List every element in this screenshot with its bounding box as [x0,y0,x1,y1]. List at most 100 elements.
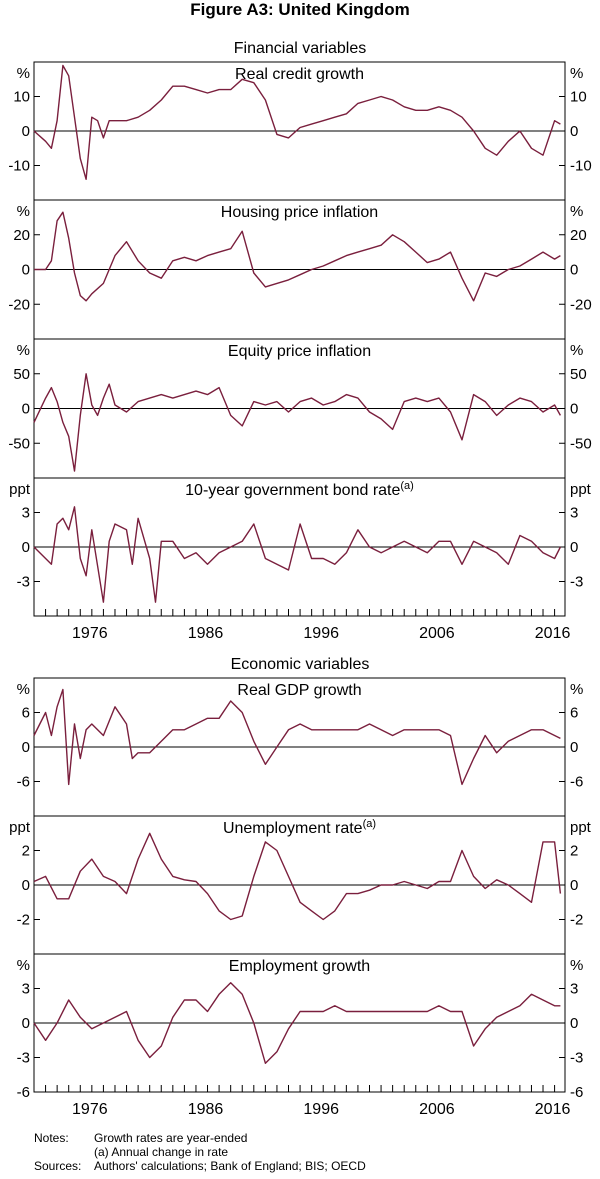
panel-title-text-3: 10-year government bond rate [185,482,400,499]
y-tick-label-left-4-1: 0 [22,739,30,756]
notes-line-2: (a) Annual change in rate [34,1145,366,1159]
unit-label-right-1: % [570,203,583,220]
y-tick-label-right-1-2: -20 [570,296,592,313]
section-title-economic: Economic variables [230,656,370,673]
unit-label-right-4: % [570,681,583,698]
y-tick-label-right-5-0: 2 [570,843,578,860]
unit-label-right-5: ppt [570,819,592,836]
y-tick-label-right-6-0: 3 [570,981,578,998]
x-tick-label-0-1: 1986 [188,625,224,642]
y-tick-label-left-0-0: 10 [13,89,30,106]
y-tick-label-left-4-2: -6 [17,774,30,791]
notes-line-1: Notes: Growth rates are year-ended [34,1131,366,1145]
y-tick-label-left-1-2: -20 [8,296,30,313]
sources-line: Sources: Authors' calculations; Bank of E… [34,1159,366,1173]
y-tick-label-right-1-1: 0 [570,262,578,279]
y-tick-label-left-0-1: 0 [22,123,30,140]
y-tick-label-left-5-0: 2 [22,843,30,860]
unit-label-left-1: % [17,203,30,220]
note-growth: Growth rates are year-ended [94,1131,248,1145]
y-tick-label-left-4-0: 6 [22,705,30,722]
series-line-2 [33,373,562,472]
notes-block: Notes: Growth rates are year-ended (a) An… [34,1131,366,1173]
panel-title-5: Unemployment rate(a) [223,818,376,837]
y-tick-label-left-5-1: 0 [22,877,30,894]
series-line-6 [33,982,561,1065]
sources-text: Authors' calculations; Bank of England; … [94,1159,366,1173]
unit-label-left-2: % [17,342,30,359]
unit-label-right-6: % [570,957,583,974]
panel-title-text-1: Housing price inflation [221,204,378,221]
panel-title-text-0: Real credit growth [235,66,364,83]
y-tick-label-left-6-0: 3 [22,981,30,998]
y-tick-label-right-3-1: 0 [570,539,578,556]
y-tick-label-right-extra-6: -6 [570,1084,583,1101]
y-tick-label-left-6-1: 0 [22,1015,30,1032]
note-annual-change: (a) Annual change in rate [94,1145,229,1159]
y-tick-label-left-5-2: -2 [17,912,30,929]
y-tick-label-right-4-1: 0 [570,739,578,756]
panel-title-4: Real GDP growth [237,682,361,699]
panel-title-footnote-5: (a) [363,818,376,830]
y-tick-label-left-0-2: -10 [8,158,30,175]
y-tick-label-left-2-1: 0 [22,401,30,418]
x-tick-label-0-0: 1976 [72,625,108,642]
y-tick-label-left-2-0: 50 [13,366,30,383]
panel-title-1: Housing price inflation [221,204,378,221]
series-line-5 [33,832,562,921]
y-tick-label-left-6-2: -3 [17,1050,30,1067]
series-line-3 [33,506,562,603]
y-tick-label-right-2-2: -50 [570,435,592,452]
sources-label: Sources: [34,1159,82,1173]
y-tick-label-right-0-0: 10 [570,89,587,106]
y-tick-label-right-3-2: -3 [570,574,583,591]
y-tick-label-right-6-2: -3 [570,1050,583,1067]
x-tick-label-0-4: 2016 [535,625,571,642]
series-line-4 [33,688,561,786]
x-tick-label-1-0: 1976 [72,1101,108,1118]
y-tick-label-left-3-0: 3 [22,505,30,522]
panel-title-text-2: Equity price inflation [228,343,371,360]
y-tick-label-right-6-1: 0 [570,1015,578,1032]
x-tick-label-1-2: 1996 [303,1101,339,1118]
series-line-0 [33,64,561,181]
unit-label-left-6: % [17,957,30,974]
panel-title-text-6: Employment growth [229,958,370,975]
y-tick-label-right-2-1: 0 [570,401,578,418]
unit-label-left-4: % [17,681,30,698]
panel-title-2: Equity price inflation [228,343,371,360]
y-tick-label-left-1-0: 20 [13,227,30,244]
unit-label-right-2: % [570,342,583,359]
y-tick-label-right-5-1: 0 [570,877,578,894]
unit-label-right-3: ppt [570,481,592,498]
panel-title-3: 10-year government bond rate(a) [185,480,414,499]
y-tick-label-left-1-1: 0 [22,262,30,279]
panel-title-6: Employment growth [229,958,370,975]
y-tick-label-right-0-1: 0 [570,123,578,140]
x-tick-label-1-1: 1986 [188,1101,224,1118]
y-tick-label-left-3-2: -3 [17,574,30,591]
x-tick-label-1-4: 2016 [535,1101,571,1118]
y-tick-label-right-4-0: 6 [570,705,578,722]
unit-label-left-5: ppt [9,819,31,836]
y-tick-label-right-4-2: -6 [570,774,583,791]
figure-title: Figure A3: United Kingdom [190,0,410,19]
y-tick-label-left-extra-6: -6 [17,1084,30,1101]
x-tick-label-0-2: 1996 [303,625,339,642]
y-tick-label-left-2-2: -50 [8,435,30,452]
notes-label: Notes: [34,1131,69,1145]
y-tick-label-right-0-2: -10 [570,158,592,175]
panel-title-text-5: Unemployment rate [223,820,363,837]
y-tick-label-right-3-0: 3 [570,505,578,522]
x-tick-label-1-3: 2006 [419,1101,455,1118]
panel-title-0: Real credit growth [235,66,364,83]
y-tick-label-right-5-2: -2 [570,912,583,929]
section-title-financial: Financial variables [233,40,367,57]
x-tick-label-0-3: 2006 [419,625,455,642]
unit-label-left-0: % [17,65,30,82]
unit-label-left-3: ppt [9,481,31,498]
panel-title-footnote-3: (a) [400,480,413,492]
series-line-1 [34,211,561,302]
